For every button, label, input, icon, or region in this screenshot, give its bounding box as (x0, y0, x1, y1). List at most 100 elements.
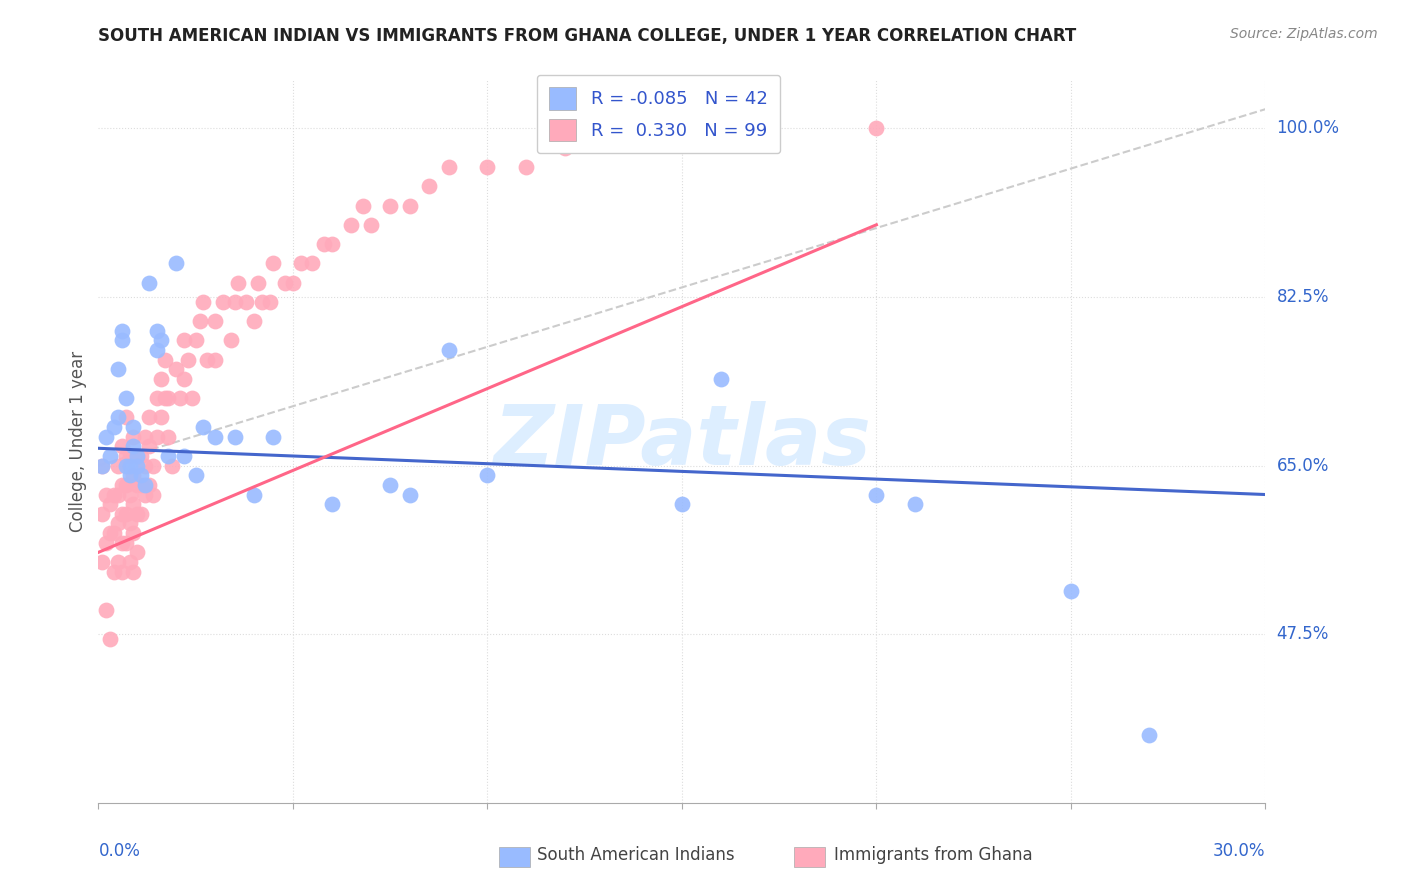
Point (184, 468, 207, 483)
Point (204, 430, 226, 444)
Point (107, 555, 129, 569)
Point (157, 449, 180, 463)
Point (103, 526, 125, 541)
Point (129, 468, 152, 483)
Point (96, 487, 118, 501)
Point (212, 294, 235, 309)
Point (114, 507, 136, 521)
Point (96, 430, 118, 444)
Point (188, 314, 211, 328)
Point (122, 497, 145, 511)
Point (398, 198, 420, 212)
Text: ZIPatlas: ZIPatlas (494, 401, 870, 482)
Point (114, 535, 136, 549)
Text: 0.0%: 0.0% (98, 842, 141, 860)
Point (134, 430, 156, 444)
Point (162, 458, 184, 473)
Point (340, 218, 363, 232)
Point (184, 334, 207, 348)
Point (129, 449, 152, 463)
Point (138, 439, 160, 453)
Point (103, 420, 125, 434)
Point (246, 276, 269, 290)
Point (107, 487, 129, 501)
Point (127, 449, 149, 463)
Point (91, 507, 114, 521)
Point (127, 507, 149, 521)
Point (352, 198, 374, 212)
Point (262, 256, 284, 270)
Point (274, 276, 297, 290)
Point (149, 372, 172, 386)
Point (554, 141, 576, 155)
Point (235, 294, 257, 309)
Point (118, 458, 141, 473)
Point (118, 555, 141, 569)
Point (204, 352, 226, 367)
Y-axis label: College, Under 1 year: College, Under 1 year (69, 351, 87, 533)
Point (91, 555, 114, 569)
Point (122, 430, 145, 444)
Point (122, 420, 145, 434)
Point (111, 507, 134, 521)
Point (118, 468, 141, 483)
Point (98, 526, 121, 541)
Point (153, 391, 176, 405)
Point (91, 458, 114, 473)
Point (149, 410, 172, 425)
Point (219, 334, 242, 348)
Point (96, 535, 118, 549)
Point (114, 391, 136, 405)
Point (138, 276, 160, 290)
Point (173, 334, 195, 348)
Point (111, 334, 134, 348)
Point (250, 294, 273, 309)
Point (134, 487, 156, 501)
Point (398, 487, 420, 501)
Point (142, 487, 165, 501)
Point (118, 487, 141, 501)
Point (103, 487, 125, 501)
Point (477, 160, 499, 174)
Text: 65.0%: 65.0% (1277, 457, 1329, 475)
Point (96, 603, 118, 617)
Point (262, 430, 284, 444)
Point (193, 420, 215, 434)
Point (477, 468, 499, 483)
Point (380, 198, 402, 212)
Point (671, 497, 693, 511)
Point (1137, 728, 1160, 742)
Point (193, 294, 215, 309)
Point (118, 449, 141, 463)
Point (111, 565, 134, 579)
Point (904, 497, 927, 511)
Point (122, 468, 145, 483)
Point (149, 334, 172, 348)
Legend: R = -0.085   N = 42, R =  0.330   N = 99: R = -0.085 N = 42, R = 0.330 N = 99 (537, 75, 780, 153)
Point (281, 276, 304, 290)
Point (107, 516, 129, 531)
Point (169, 391, 191, 405)
Point (312, 237, 335, 252)
Point (134, 478, 156, 492)
Point (710, 372, 733, 386)
Text: Immigrants from Ghana: Immigrants from Ghana (834, 847, 1032, 864)
Point (360, 218, 382, 232)
Text: 47.5%: 47.5% (1277, 625, 1329, 643)
Point (129, 507, 152, 521)
Point (157, 391, 180, 405)
Point (157, 430, 180, 444)
Point (146, 430, 169, 444)
Point (146, 343, 169, 357)
Point (142, 458, 165, 473)
Text: 100.0%: 100.0% (1277, 120, 1340, 137)
Point (134, 458, 156, 473)
Point (380, 478, 402, 492)
Point (748, 121, 770, 136)
Text: SOUTH AMERICAN INDIAN VS IMMIGRANTS FROM GHANA COLLEGE, UNDER 1 YEAR CORRELATION: SOUTH AMERICAN INDIAN VS IMMIGRANTS FROM… (98, 27, 1077, 45)
Point (321, 237, 343, 252)
Point (153, 352, 176, 367)
Text: 82.5%: 82.5% (1277, 288, 1329, 306)
Point (103, 565, 125, 579)
Point (122, 439, 145, 453)
